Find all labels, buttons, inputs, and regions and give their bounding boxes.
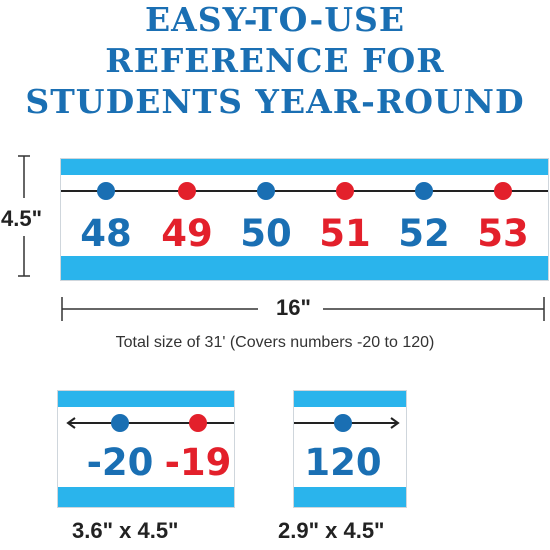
tick-dot-52 bbox=[415, 182, 433, 200]
end-card-size-label: 2.9" x 4.5" bbox=[278, 518, 385, 543]
start-card: -20 -19 bbox=[57, 390, 235, 508]
headline-line-3: STUDENTS YEAR-ROUND bbox=[25, 82, 525, 121]
end-card-top-band bbox=[294, 391, 406, 407]
number-label: -19 bbox=[164, 441, 232, 484]
number-line-strip: 48 49 50 51 52 53 bbox=[60, 158, 549, 281]
tick-dot-49 bbox=[178, 182, 196, 200]
tick-dot-neg20 bbox=[111, 414, 129, 432]
width-label: 16" bbox=[276, 295, 311, 320]
start-card-size-label: 3.6" x 4.5" bbox=[72, 518, 179, 543]
tick-dot-50 bbox=[257, 182, 275, 200]
tick-dot-53 bbox=[494, 182, 512, 200]
number-label: -20 bbox=[86, 441, 154, 484]
number-label: 52 bbox=[398, 212, 450, 255]
start-card-top-band bbox=[58, 391, 234, 407]
number-label: 48 bbox=[80, 212, 132, 255]
start-card-bottom-band bbox=[58, 487, 234, 507]
strip-bottom-band bbox=[61, 256, 548, 280]
headline-line-1: EASY-TO-USE bbox=[144, 0, 406, 39]
end-card: 120 bbox=[293, 390, 407, 508]
width-dimension-marker bbox=[61, 297, 545, 321]
start-card-number-line bbox=[66, 417, 234, 429]
number-line bbox=[61, 190, 548, 192]
tick-dot-neg19 bbox=[189, 414, 207, 432]
height-label: 4.5" bbox=[0, 206, 44, 232]
total-size-note: Total size of 31' (Covers numbers -20 to… bbox=[115, 334, 435, 351]
headline-line-2: REFERENCE FOR bbox=[105, 41, 445, 80]
number-label: 120 bbox=[304, 441, 382, 484]
number-label: 50 bbox=[240, 212, 292, 255]
end-card-bottom-band bbox=[294, 487, 406, 507]
tick-dot-120 bbox=[334, 414, 352, 432]
strip-top-band bbox=[61, 159, 548, 175]
number-label: 49 bbox=[161, 212, 213, 255]
number-label: 51 bbox=[319, 212, 371, 255]
tick-dot-51 bbox=[336, 182, 354, 200]
tick-dot-48 bbox=[97, 182, 115, 200]
number-label: 53 bbox=[477, 212, 529, 255]
height-dimension-marker bbox=[18, 155, 30, 277]
